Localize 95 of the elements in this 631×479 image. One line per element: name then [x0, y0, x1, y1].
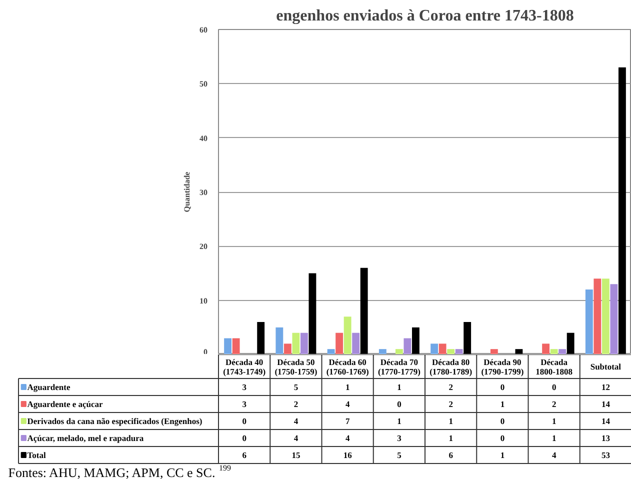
data-label: 1 [397, 382, 402, 392]
bar [455, 349, 463, 354]
bar [257, 322, 265, 354]
legend-label: Aguardente e açúcar [27, 399, 104, 409]
bar [292, 332, 300, 354]
bar [515, 349, 523, 354]
bar [447, 349, 455, 354]
data-label: 53 [601, 450, 610, 460]
y-axis-title: Quantidade [182, 171, 192, 212]
y-tick-label: 20 [200, 242, 208, 252]
bar [300, 332, 308, 354]
data-label: 4 [345, 399, 350, 409]
data-label: 4 [294, 433, 299, 443]
bar [412, 327, 420, 354]
bar [430, 344, 438, 354]
data-label: 0 [500, 382, 505, 392]
data-label: 3 [242, 399, 246, 409]
bar [352, 332, 360, 354]
bar [602, 278, 610, 354]
data-label: 0 [242, 433, 246, 443]
bar [395, 349, 403, 354]
data-label: 7 [345, 416, 350, 426]
data-label: 0 [552, 382, 556, 392]
data-label: 1 [397, 416, 402, 426]
bar [594, 278, 602, 354]
data-label: 2 [448, 399, 453, 409]
x-tick-label: Década 80 (1780-1789) [430, 356, 472, 376]
data-label: 6 [242, 450, 246, 460]
bar [378, 349, 386, 354]
bar [276, 327, 284, 354]
bar [327, 349, 335, 354]
data-label: 1 [448, 416, 453, 426]
legend-label: Açúcar, melado, mel e rapadura [27, 433, 144, 443]
bar [308, 273, 316, 354]
data-label: 15 [292, 450, 300, 460]
bar [610, 284, 618, 354]
data-label: 14 [601, 399, 611, 409]
x-tick-label: Década 1800-1808 [536, 356, 572, 376]
legend-label: Derivados da cana não especificados (Engenhos) [27, 416, 202, 426]
x-tick-label: Década 90 (1790-1799) [481, 356, 524, 376]
x-tick-label: Subtotal [590, 362, 622, 372]
bar [344, 316, 352, 354]
data-label: 1 [448, 433, 453, 443]
data-label: 0 [397, 399, 402, 409]
text: Fontes: AHU, MAMG; APM, CC e SC. 199 [8, 464, 232, 479]
x-tick-label: Década 40 (1743-1749) [223, 356, 266, 376]
data-label: 12 [601, 382, 610, 392]
data-label: 4 [345, 433, 350, 443]
y-tick-label: 30 [200, 188, 208, 197]
legend-label: Total [27, 450, 46, 460]
bar [542, 344, 550, 354]
bar [404, 338, 412, 354]
data-label: 1 [552, 416, 556, 426]
bar [232, 338, 240, 354]
data-label: 0 [242, 416, 246, 426]
bar [284, 344, 292, 354]
data-label: 2 [294, 399, 298, 409]
data-label: 14 [601, 416, 611, 426]
chart-title: engenhos enviados à Coroa entre 1743-1808 [276, 8, 574, 24]
data-label: 5 [294, 382, 298, 392]
data-label: 0 [500, 433, 505, 443]
x-tick-label: Década 70 (1770-1779) [378, 356, 421, 376]
bar [360, 268, 368, 354]
x-tick-label: Década 50 (1750-1759) [274, 356, 318, 376]
data-label: 1 [345, 382, 350, 392]
data-label: 2 [448, 382, 453, 392]
data-label: 1 [552, 433, 556, 443]
data-label: 1 [500, 399, 505, 409]
bar [618, 67, 626, 354]
data-label: 1 [500, 450, 505, 460]
data-label: 3 [397, 433, 402, 443]
data-label: 16 [343, 450, 352, 460]
y-tick-label: 40 [200, 134, 208, 143]
y-tick-label: 50 [200, 80, 208, 89]
bar [490, 349, 498, 354]
bar [566, 332, 574, 354]
data-label: 4 [294, 416, 299, 426]
data-label: 0 [500, 416, 505, 426]
bar [558, 349, 566, 354]
data-label: 2 [552, 399, 556, 409]
data-label: 4 [552, 450, 557, 460]
bar [224, 338, 232, 354]
data-label: 5 [397, 450, 402, 460]
bar [550, 349, 558, 354]
data-label: 3 [242, 382, 246, 392]
y-tick-label: 60 [200, 26, 208, 34]
bar [438, 344, 446, 354]
data-label: 6 [448, 450, 453, 460]
y-tick-label: 10 [200, 296, 208, 306]
bar [585, 290, 593, 354]
bar [464, 322, 472, 354]
data-label: 13 [601, 433, 610, 443]
legend-label: Aguardente [27, 382, 70, 392]
x-tick-label: Década 60 (1760-1769) [326, 356, 369, 376]
bar [336, 332, 344, 354]
